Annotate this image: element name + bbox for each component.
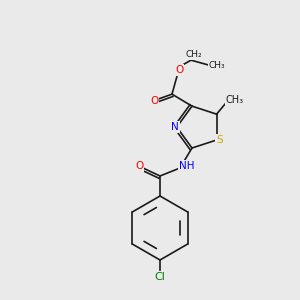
Text: S: S: [216, 135, 223, 145]
Text: CH₃: CH₃: [209, 61, 225, 70]
Text: Cl: Cl: [154, 272, 165, 282]
Text: O: O: [150, 96, 158, 106]
Text: CH₂: CH₂: [186, 50, 202, 59]
Text: NH: NH: [179, 161, 195, 171]
Text: CH₃: CH₃: [226, 95, 244, 105]
Text: O: O: [175, 65, 183, 75]
Text: N: N: [171, 122, 179, 132]
Text: O: O: [135, 161, 143, 171]
